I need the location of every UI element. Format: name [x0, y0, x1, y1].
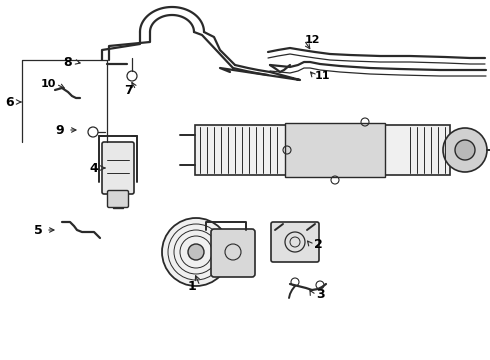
Bar	[195, 125, 450, 175]
Text: 9: 9	[56, 123, 64, 136]
Text: 12: 12	[304, 35, 320, 45]
Text: 7: 7	[123, 84, 132, 96]
Text: 1: 1	[188, 279, 196, 292]
Circle shape	[188, 244, 204, 260]
Text: 4: 4	[90, 162, 98, 175]
Text: 3: 3	[316, 288, 324, 301]
Circle shape	[455, 140, 475, 160]
FancyBboxPatch shape	[107, 190, 128, 207]
FancyBboxPatch shape	[271, 222, 319, 262]
FancyBboxPatch shape	[102, 142, 134, 194]
Text: 10: 10	[40, 79, 56, 89]
Text: 2: 2	[314, 238, 322, 251]
Text: 8: 8	[64, 55, 73, 68]
FancyBboxPatch shape	[211, 229, 255, 277]
Text: 5: 5	[34, 224, 42, 237]
Text: 11: 11	[314, 71, 330, 81]
Text: 6: 6	[6, 95, 14, 108]
Circle shape	[162, 218, 230, 286]
Bar	[285, 123, 385, 177]
Circle shape	[443, 128, 487, 172]
